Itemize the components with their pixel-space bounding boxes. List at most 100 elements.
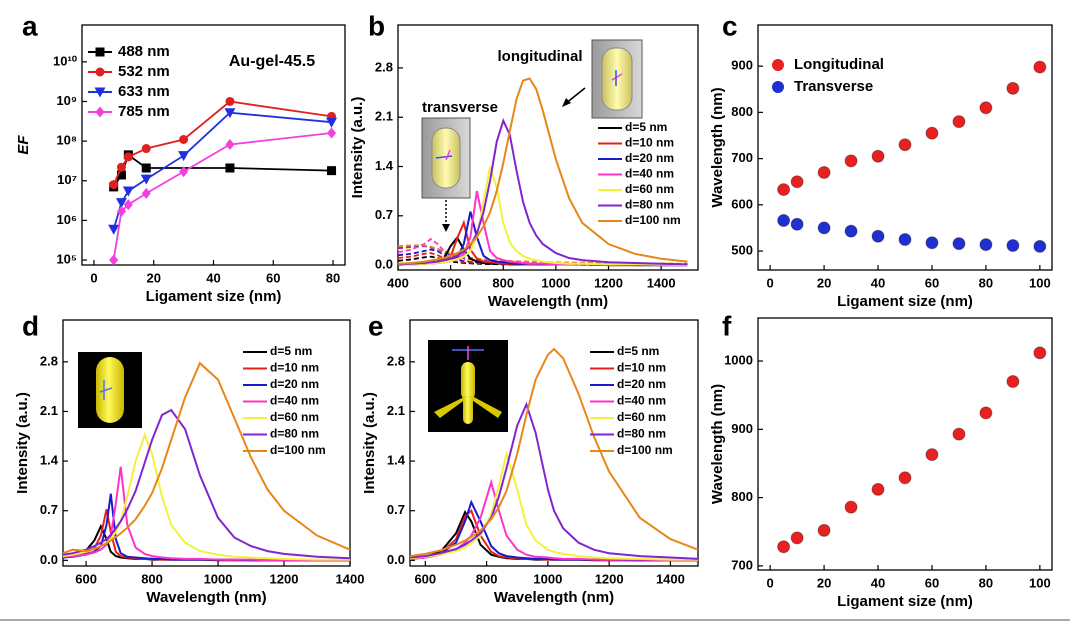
data-point xyxy=(1006,239,1020,252)
data-point xyxy=(122,186,134,197)
x-tick-label: 1000 xyxy=(533,571,562,586)
y-tick-label: 900 xyxy=(731,58,753,73)
data-point xyxy=(790,531,804,545)
legend-label: d=60 nm xyxy=(270,410,319,424)
data-point xyxy=(952,237,966,251)
x-tick-label: 60 xyxy=(925,575,939,590)
y-axis-label: Intensity (a.u.) xyxy=(361,392,378,494)
legend-label: 532 nm xyxy=(118,63,170,80)
plot-frame xyxy=(62,319,351,567)
inset-transverse xyxy=(421,117,471,199)
legend-label: d=40 nm xyxy=(625,167,674,181)
x-tick-label: 40 xyxy=(871,575,885,590)
data-point xyxy=(116,205,126,217)
x-axis-label: Wavelength (nm) xyxy=(494,589,614,606)
x-tick-label: 800 xyxy=(476,571,498,586)
panel-label: c xyxy=(722,10,738,41)
arrow-head xyxy=(562,98,571,107)
data-point xyxy=(790,175,804,189)
data-point xyxy=(108,224,120,235)
curve xyxy=(398,166,688,267)
data-point xyxy=(952,115,966,129)
data-point xyxy=(871,149,885,163)
legend-label: d=10 nm xyxy=(270,361,319,375)
curve xyxy=(409,478,698,562)
inset-tripod xyxy=(428,340,508,432)
panel-label: e xyxy=(368,310,384,341)
legend-label: d=10 nm xyxy=(617,361,666,375)
data-point xyxy=(777,540,791,554)
y-tick-label: 0.7 xyxy=(375,207,393,222)
y-tick-label: 10⁹ xyxy=(56,93,77,108)
data-point xyxy=(979,238,993,252)
x-tick-label: 100 xyxy=(1029,575,1051,590)
data-point xyxy=(179,134,189,144)
plot-frame xyxy=(757,24,1053,271)
legend-label: Longitudinal xyxy=(794,56,884,73)
curve xyxy=(62,408,351,560)
x-tick-label: 60 xyxy=(925,275,939,290)
legend-label: d=5 nm xyxy=(625,120,667,134)
data-point xyxy=(979,101,993,115)
data-point xyxy=(1033,60,1047,74)
x-tick-label: 1400 xyxy=(647,275,676,290)
y-axis-label: Intensity (a.u.) xyxy=(349,97,366,199)
x-tick-label: 1400 xyxy=(336,571,365,586)
y-tick-label: 2.1 xyxy=(387,403,405,418)
legend-label: d=80 nm xyxy=(625,198,674,212)
curve xyxy=(62,361,351,555)
x-tick-label: 800 xyxy=(492,275,514,290)
data-point xyxy=(179,166,189,178)
y-tick-label: 800 xyxy=(731,104,753,119)
y-tick-label: 900 xyxy=(731,421,753,436)
data-point xyxy=(777,183,791,197)
y-tick-label: 1.4 xyxy=(387,453,406,468)
legend-label: d=100 nm xyxy=(270,443,326,457)
x-axis-label: Ligament size (nm) xyxy=(146,288,282,305)
data-point xyxy=(817,523,831,537)
data-point xyxy=(140,174,152,185)
legend-marker xyxy=(94,87,106,98)
x-tick-label: 1400 xyxy=(656,571,685,586)
legend-label: Transverse xyxy=(794,78,873,95)
y-axis-label: EF xyxy=(15,135,32,155)
data-point xyxy=(225,96,235,106)
legend-label: d=80 nm xyxy=(270,427,319,441)
x-tick-label: 80 xyxy=(326,270,340,285)
curve xyxy=(62,466,350,562)
legend-marker xyxy=(772,59,784,71)
y-tick-label: 2.8 xyxy=(387,353,405,368)
y-tick-label: 1.4 xyxy=(40,453,59,468)
inset-rod xyxy=(78,352,142,428)
plot-frame xyxy=(757,317,1053,571)
x-tick-label: 80 xyxy=(979,275,993,290)
x-tick-label: 40 xyxy=(871,275,885,290)
legend-label: d=60 nm xyxy=(617,410,666,424)
data-point xyxy=(178,151,190,162)
legend-marker xyxy=(95,47,105,57)
legend-label: 488 nm xyxy=(118,43,170,60)
data-point xyxy=(844,500,858,514)
data-point xyxy=(952,427,966,441)
x-tick-label: 400 xyxy=(387,275,409,290)
y-tick-label: 10¹⁰ xyxy=(53,53,78,68)
x-axis-label: Wavelength (nm) xyxy=(488,293,608,310)
x-tick-label: 600 xyxy=(75,571,97,586)
data-point xyxy=(109,254,119,266)
data-point xyxy=(326,117,338,128)
legend-label: d=5 nm xyxy=(617,344,659,358)
x-tick-label: 600 xyxy=(414,571,436,586)
x-tick-label: 0 xyxy=(767,275,774,290)
plot-frame xyxy=(397,24,699,271)
y-tick-label: 0.0 xyxy=(40,552,58,567)
legend-marker xyxy=(95,67,105,77)
legend-label: d=80 nm xyxy=(617,427,666,441)
data-point xyxy=(224,108,236,119)
panel-label: f xyxy=(722,310,732,341)
data-point xyxy=(327,127,337,139)
x-axis-label: Ligament size (nm) xyxy=(837,293,973,310)
y-tick-label: 10⁷ xyxy=(57,172,77,187)
x-tick-label: 1200 xyxy=(270,571,299,586)
y-tick-label: 0.0 xyxy=(375,257,393,272)
